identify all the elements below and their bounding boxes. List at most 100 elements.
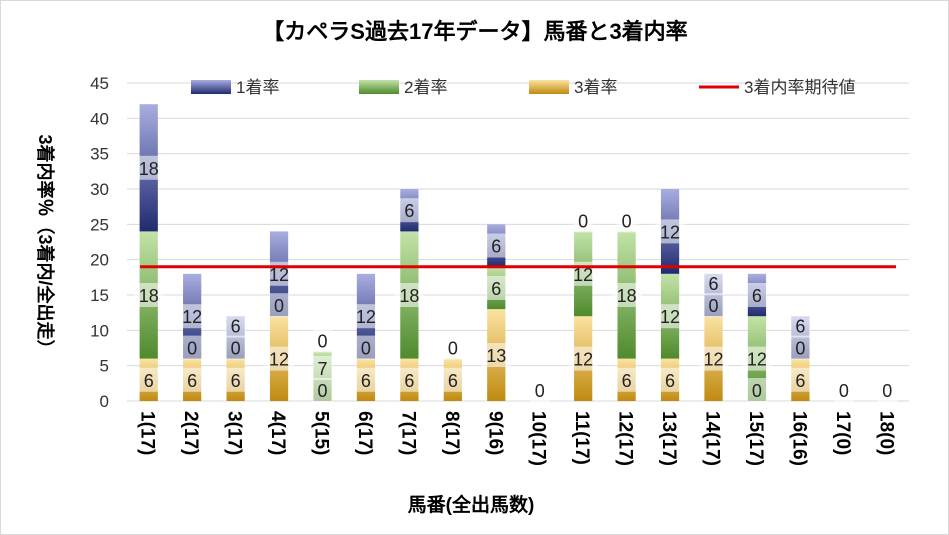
data-label-2nd: 12 [573, 265, 593, 285]
data-label-1st: 6 [752, 286, 762, 306]
data-label-3rd: 0 [752, 381, 762, 401]
data-label-bg [182, 335, 203, 360]
x-tick-label: 6(17) [354, 411, 375, 455]
legend-label-1st: 1着率 [236, 78, 279, 97]
x-axis-title: 馬番(全出馬数) [408, 493, 535, 516]
data-label-bg [312, 328, 333, 353]
data-label-3rd: 6 [795, 371, 805, 391]
data-label-2nd: 6 [491, 279, 501, 299]
x-tick-label: 10(17) [528, 411, 549, 466]
legend-swatch-2nd [359, 80, 399, 94]
data-label-1st: 6 [231, 317, 241, 337]
legend: 1着率 2着率 3着率 3着内率期待値 [191, 78, 855, 97]
data-label-bg [568, 346, 599, 371]
data-label-bg [312, 378, 333, 402]
data-label-bg [616, 208, 637, 233]
data-label-3rd: 6 [187, 371, 197, 391]
data-label-bg [399, 198, 420, 223]
data-label-1st: 0 [578, 211, 588, 231]
x-tick-label: 8(17) [441, 411, 462, 455]
x-tick-label: 1(17) [137, 411, 158, 455]
data-label-3rd: 6 [665, 371, 675, 391]
data-label-bg [655, 304, 686, 329]
data-label-bg [616, 367, 637, 392]
legend-label-expected: 3着内率期待値 [744, 78, 855, 97]
data-label-3rd: 6 [231, 371, 241, 391]
y-tick-label: 20 [90, 251, 109, 270]
data-label-1st: 6 [795, 317, 805, 337]
data-label-bg [877, 378, 898, 402]
data-label-3rd: 0 [882, 381, 892, 401]
data-label-bg [481, 343, 512, 368]
y-tick-label: 45 [90, 74, 109, 93]
x-tick-label: 13(17) [658, 411, 679, 466]
data-label-2nd: 18 [399, 286, 419, 306]
x-tick-label: 15(17) [745, 411, 766, 466]
gridlines [127, 82, 909, 402]
data-label-2nd: 18 [139, 286, 159, 306]
data-label-3rd: 6 [361, 371, 371, 391]
data-label-1st: 12 [182, 307, 202, 327]
legend-label-2nd: 2着率 [404, 78, 447, 97]
data-label-bg [833, 378, 854, 402]
data-label-bg [350, 304, 381, 329]
data-label-3rd: 6 [448, 371, 458, 391]
data-label-bg [133, 283, 164, 307]
data-label-bg [225, 335, 246, 360]
data-label-bg [264, 346, 295, 371]
data-label-3rd: 0 [535, 381, 545, 401]
data-label-3rd: 12 [269, 350, 289, 370]
y-tick-label: 30 [90, 180, 109, 199]
data-label-bg [741, 346, 772, 371]
data-label-bg [225, 313, 246, 338]
x-tick-label: 7(17) [397, 411, 418, 455]
data-label-bg [529, 378, 550, 402]
data-label-2nd: 18 [617, 286, 637, 306]
data-label-2nd: 12 [747, 350, 767, 370]
data-label-bg [486, 275, 507, 300]
data-label-bg [355, 335, 376, 360]
data-label-2nd: 0 [187, 339, 197, 359]
data-label-1st: 6 [708, 274, 718, 294]
y-axis-title: 3着内率％（3着内/全出走） [35, 134, 56, 357]
x-axis-ticks: 1(17) 2(17) 3(17) 4(17) 5(15) 6(17) 7(17) 8(17)… [137, 411, 897, 466]
x-tick-label: 9(16) [484, 411, 505, 455]
legend-swatch-3rd [529, 80, 569, 94]
data-label-bg [442, 335, 463, 360]
y-tick-label: 35 [90, 145, 109, 164]
data-label-bg [703, 271, 724, 296]
data-label-bg [442, 367, 463, 392]
data-label-bg [133, 155, 164, 180]
y-tick-label: 25 [90, 215, 109, 234]
x-tick-label: 2(17) [180, 411, 201, 455]
x-tick-label: 17(0) [832, 411, 853, 455]
data-label-bg [746, 283, 767, 307]
data-label-bg [269, 293, 290, 318]
data-label-2nd: 0 [795, 339, 805, 359]
y-tick-label: 10 [90, 321, 109, 340]
legend-swatch-1st [191, 80, 231, 94]
data-label-1st: 6 [404, 201, 414, 221]
data-label-2nd: 0 [708, 296, 718, 316]
x-tick-label: 14(17) [702, 411, 723, 466]
data-label-bg [177, 304, 208, 329]
data-label-3rd: 6 [622, 371, 632, 391]
data-label-bg [399, 367, 420, 392]
data-label-bg [138, 367, 159, 392]
data-label-bg [355, 367, 376, 392]
data-label-2nd: 0 [274, 296, 284, 316]
data-label-3rd: 12 [703, 350, 723, 370]
data-label-bg [790, 313, 811, 338]
data-label-3rd: 6 [144, 371, 154, 391]
y-tick-label: 5 [100, 357, 109, 376]
x-tick-label: 16(16) [788, 411, 809, 466]
x-tick-label: 4(17) [267, 411, 288, 455]
data-label-bg [611, 283, 642, 307]
data-label-2nd: 12 [660, 307, 680, 327]
x-tick-label: 3(17) [224, 411, 245, 455]
data-label-2nd: 7 [317, 359, 327, 379]
data-label-2nd: 0 [231, 339, 241, 359]
